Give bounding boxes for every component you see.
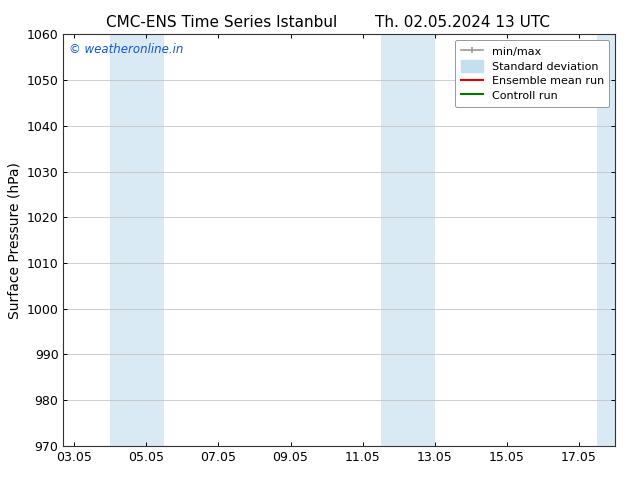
Bar — [110, 34, 164, 446]
Text: © weatheronline.in: © weatheronline.in — [69, 43, 183, 55]
Text: Th. 02.05.2024 13 UTC: Th. 02.05.2024 13 UTC — [375, 15, 550, 30]
Y-axis label: Surface Pressure (hPa): Surface Pressure (hPa) — [7, 162, 21, 318]
Bar — [380, 34, 435, 446]
Bar — [597, 34, 615, 446]
Text: CMC-ENS Time Series Istanbul: CMC-ENS Time Series Istanbul — [107, 15, 337, 30]
Legend: min/max, Standard deviation, Ensemble mean run, Controll run: min/max, Standard deviation, Ensemble me… — [455, 40, 609, 107]
